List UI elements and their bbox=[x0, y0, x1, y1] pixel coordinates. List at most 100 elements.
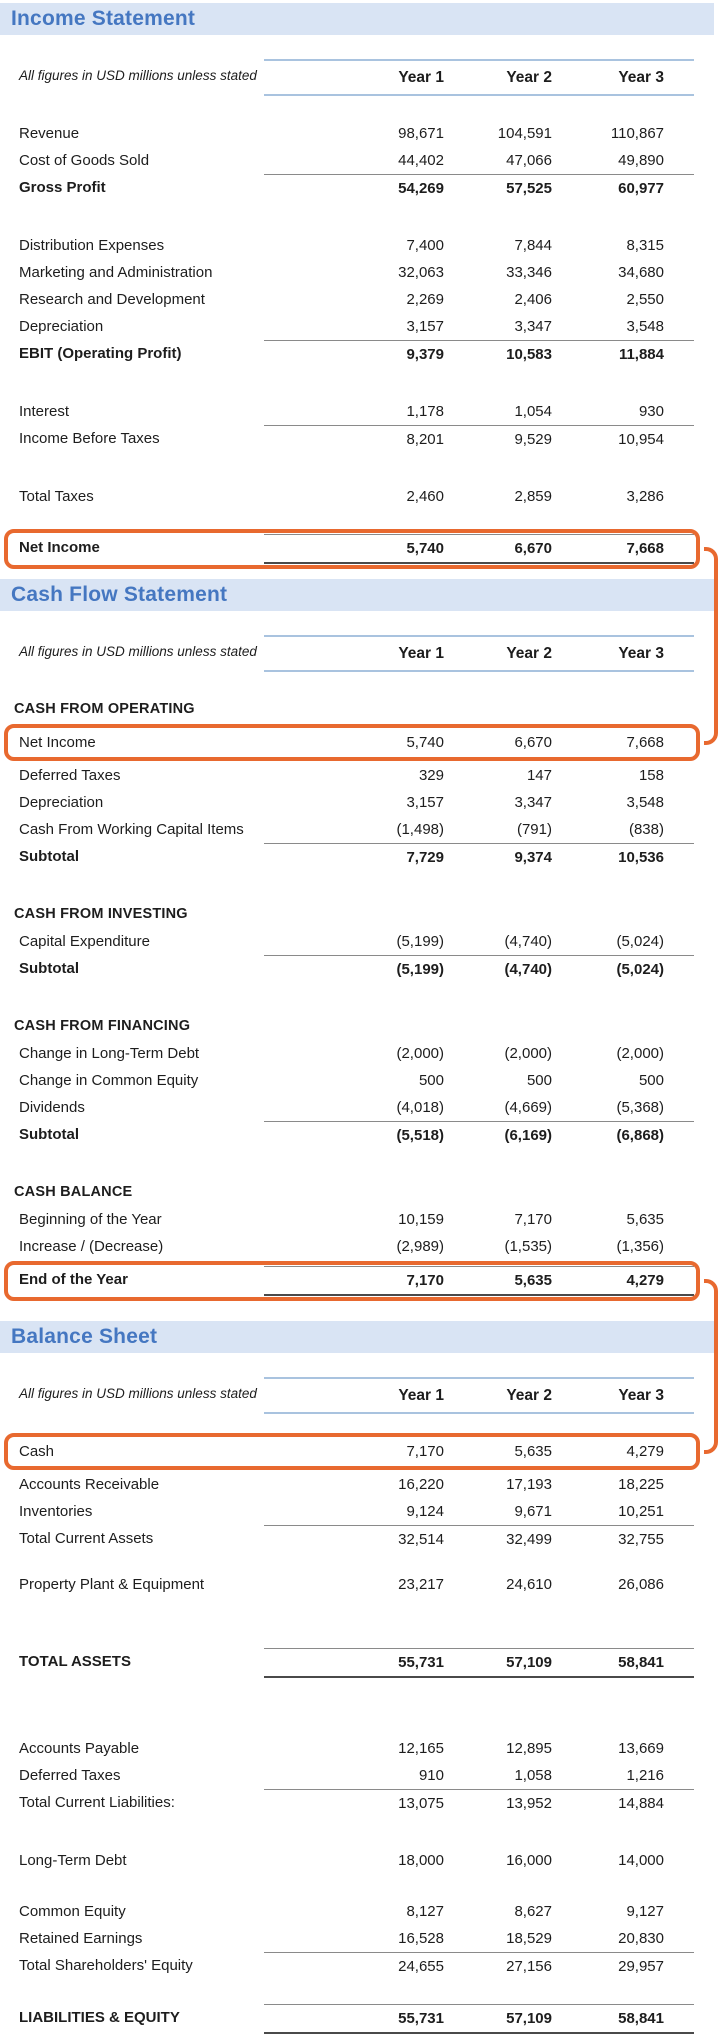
value-year-3: 930 bbox=[638, 403, 664, 420]
rule-tail bbox=[664, 286, 694, 313]
value-year-2: 12,895 bbox=[506, 1740, 552, 1757]
header-rule-tail bbox=[664, 635, 694, 672]
value-year-1: 32,063 bbox=[398, 264, 444, 281]
table-row: Capital Expenditure (5,199) (4,740) (5,024) bbox=[14, 928, 694, 955]
value-year-3: (2,000) bbox=[616, 1045, 664, 1062]
value-year-3: 32,755 bbox=[552, 1525, 664, 1553]
value-year-3: 29,957 bbox=[552, 1952, 664, 1980]
value-year-3: (838) bbox=[628, 821, 664, 838]
value-year-1: 55,731 bbox=[344, 1648, 444, 1678]
rule-tail bbox=[664, 1847, 694, 1874]
column-header-row: All figures in USD millions unless state… bbox=[14, 1377, 694, 1414]
value-year-1: 16,528 bbox=[398, 1930, 444, 1947]
value-year-1: 500 bbox=[418, 1072, 444, 1089]
rule-tail bbox=[664, 1040, 694, 1067]
row-label: Common Equity bbox=[19, 1903, 126, 1920]
rule-tail bbox=[664, 313, 694, 340]
value-year-3: 49,890 bbox=[618, 152, 664, 169]
subsection-heading: CASH BALANCE bbox=[14, 1179, 694, 1206]
rule-tail bbox=[664, 398, 694, 425]
table-row: Subtotal (5,199) (4,740) (5,024) bbox=[14, 955, 694, 983]
table-row: Income Before Taxes 8,201 9,529 10,954 bbox=[14, 425, 694, 453]
value-year-3: 3,548 bbox=[626, 318, 664, 335]
value-year-3: (5,024) bbox=[616, 933, 664, 950]
column-header-year-1: Year 1 bbox=[344, 1377, 444, 1414]
value-year-1: 7,170 bbox=[406, 1443, 444, 1460]
value-year-2: 2,859 bbox=[514, 488, 552, 505]
row-label: Capital Expenditure bbox=[19, 933, 150, 950]
row-group: CASH FROM OPERATING Net Income 5,740 6,670 7… bbox=[4, 696, 700, 871]
rule-spacer bbox=[264, 120, 344, 147]
row-label: Change in Common Equity bbox=[19, 1072, 199, 1089]
rule-tail bbox=[664, 789, 694, 816]
table-row: Accounts Payable 12,165 12,895 13,669 bbox=[14, 1735, 694, 1762]
subsection-heading-label: CASH FROM INVESTING bbox=[14, 906, 188, 922]
value-year-1: (5,199) bbox=[396, 933, 444, 950]
value-year-2: 8,627 bbox=[514, 1903, 552, 1920]
value-year-2: (1,535) bbox=[504, 1238, 552, 1255]
row-label: Subtotal bbox=[19, 848, 79, 865]
value-year-2: 3,347 bbox=[514, 318, 552, 335]
value-year-3: 158 bbox=[638, 767, 664, 784]
value-year-3: 10,251 bbox=[618, 1503, 664, 1520]
section-header-bar: Balance Sheet bbox=[0, 1321, 714, 1353]
rule-spacer bbox=[264, 286, 344, 313]
rule-spacer bbox=[264, 1525, 344, 1553]
rule-tail bbox=[664, 120, 694, 147]
value-year-1: 98,671 bbox=[398, 125, 444, 142]
row-label: Depreciation bbox=[19, 318, 104, 335]
value-year-1: 32,514 bbox=[344, 1525, 444, 1553]
column-header-year-1: Year 1 bbox=[344, 59, 444, 96]
rule-tail bbox=[664, 1925, 694, 1952]
rule-spacer bbox=[264, 483, 344, 510]
value-year-2: 13,952 bbox=[444, 1789, 552, 1817]
value-year-1: 10,159 bbox=[398, 1211, 444, 1228]
column-header-year-3: Year 3 bbox=[552, 59, 664, 96]
value-year-1: 9,379 bbox=[344, 340, 444, 368]
row-group: Interest 1,178 1,054 930 Income Before Taxes… bbox=[14, 398, 694, 453]
value-year-2: 9,529 bbox=[444, 425, 552, 453]
table-row: Depreciation 3,157 3,347 3,548 bbox=[14, 313, 694, 340]
header-rule-tail bbox=[664, 59, 694, 96]
value-year-1: 55,731 bbox=[344, 2004, 444, 2034]
row-label: Depreciation bbox=[19, 794, 104, 811]
value-year-3: 14,884 bbox=[552, 1789, 664, 1817]
rule-spacer bbox=[264, 1206, 344, 1233]
rule-spacer bbox=[264, 1648, 344, 1678]
value-year-2: 147 bbox=[526, 767, 552, 784]
section-title: Cash Flow Statement bbox=[11, 583, 228, 606]
rule-tail bbox=[664, 955, 694, 983]
row-label: Income Before Taxes bbox=[19, 430, 160, 447]
value-year-3: 8,315 bbox=[626, 237, 664, 254]
table-row: Total Taxes 2,460 2,859 3,286 bbox=[14, 483, 694, 510]
value-year-1: (5,199) bbox=[344, 955, 444, 983]
row-label: Dividends bbox=[19, 1099, 85, 1116]
value-year-3: 14,000 bbox=[618, 1852, 664, 1869]
value-year-1: (4,018) bbox=[396, 1099, 444, 1116]
section-title: Income Statement bbox=[11, 7, 196, 30]
rule-tail bbox=[664, 816, 694, 843]
table-row: Cost of Goods Sold 44,402 47,066 49,890 bbox=[14, 147, 694, 174]
value-year-1: (2,989) bbox=[396, 1238, 444, 1255]
units-note: All figures in USD millions unless state… bbox=[19, 68, 257, 83]
value-year-2: 47,066 bbox=[506, 152, 552, 169]
rule-tail bbox=[664, 1233, 694, 1260]
subsection-heading-label: CASH FROM OPERATING bbox=[14, 701, 195, 717]
header-rule-segment bbox=[264, 59, 344, 96]
column-header-year-1: Year 1 bbox=[344, 635, 444, 672]
row-label: Net Income bbox=[19, 734, 96, 751]
rule-spacer bbox=[264, 1266, 344, 1296]
row-label: Long-Term Debt bbox=[19, 1852, 127, 1869]
table-row: Dividends (4,018) (4,669) (5,368) bbox=[14, 1094, 694, 1121]
rule-spacer bbox=[264, 1233, 344, 1260]
rule-tail bbox=[664, 1762, 694, 1789]
row-label: Cash bbox=[19, 1443, 55, 1460]
row-group: CASH BALANCE Beginning of the Year 10,159 7… bbox=[4, 1179, 700, 1301]
value-year-1: 18,000 bbox=[398, 1852, 444, 1869]
rule-spacer bbox=[264, 1735, 344, 1762]
subsection-heading-label: CASH BALANCE bbox=[14, 1184, 133, 1200]
table-row: Total Current Liabilities: 13,075 13,952 14… bbox=[14, 1789, 694, 1817]
table-row: Inventories 9,124 9,671 10,251 bbox=[14, 1498, 694, 1525]
value-year-1: 7,729 bbox=[344, 843, 444, 871]
rule-tail bbox=[664, 1735, 694, 1762]
